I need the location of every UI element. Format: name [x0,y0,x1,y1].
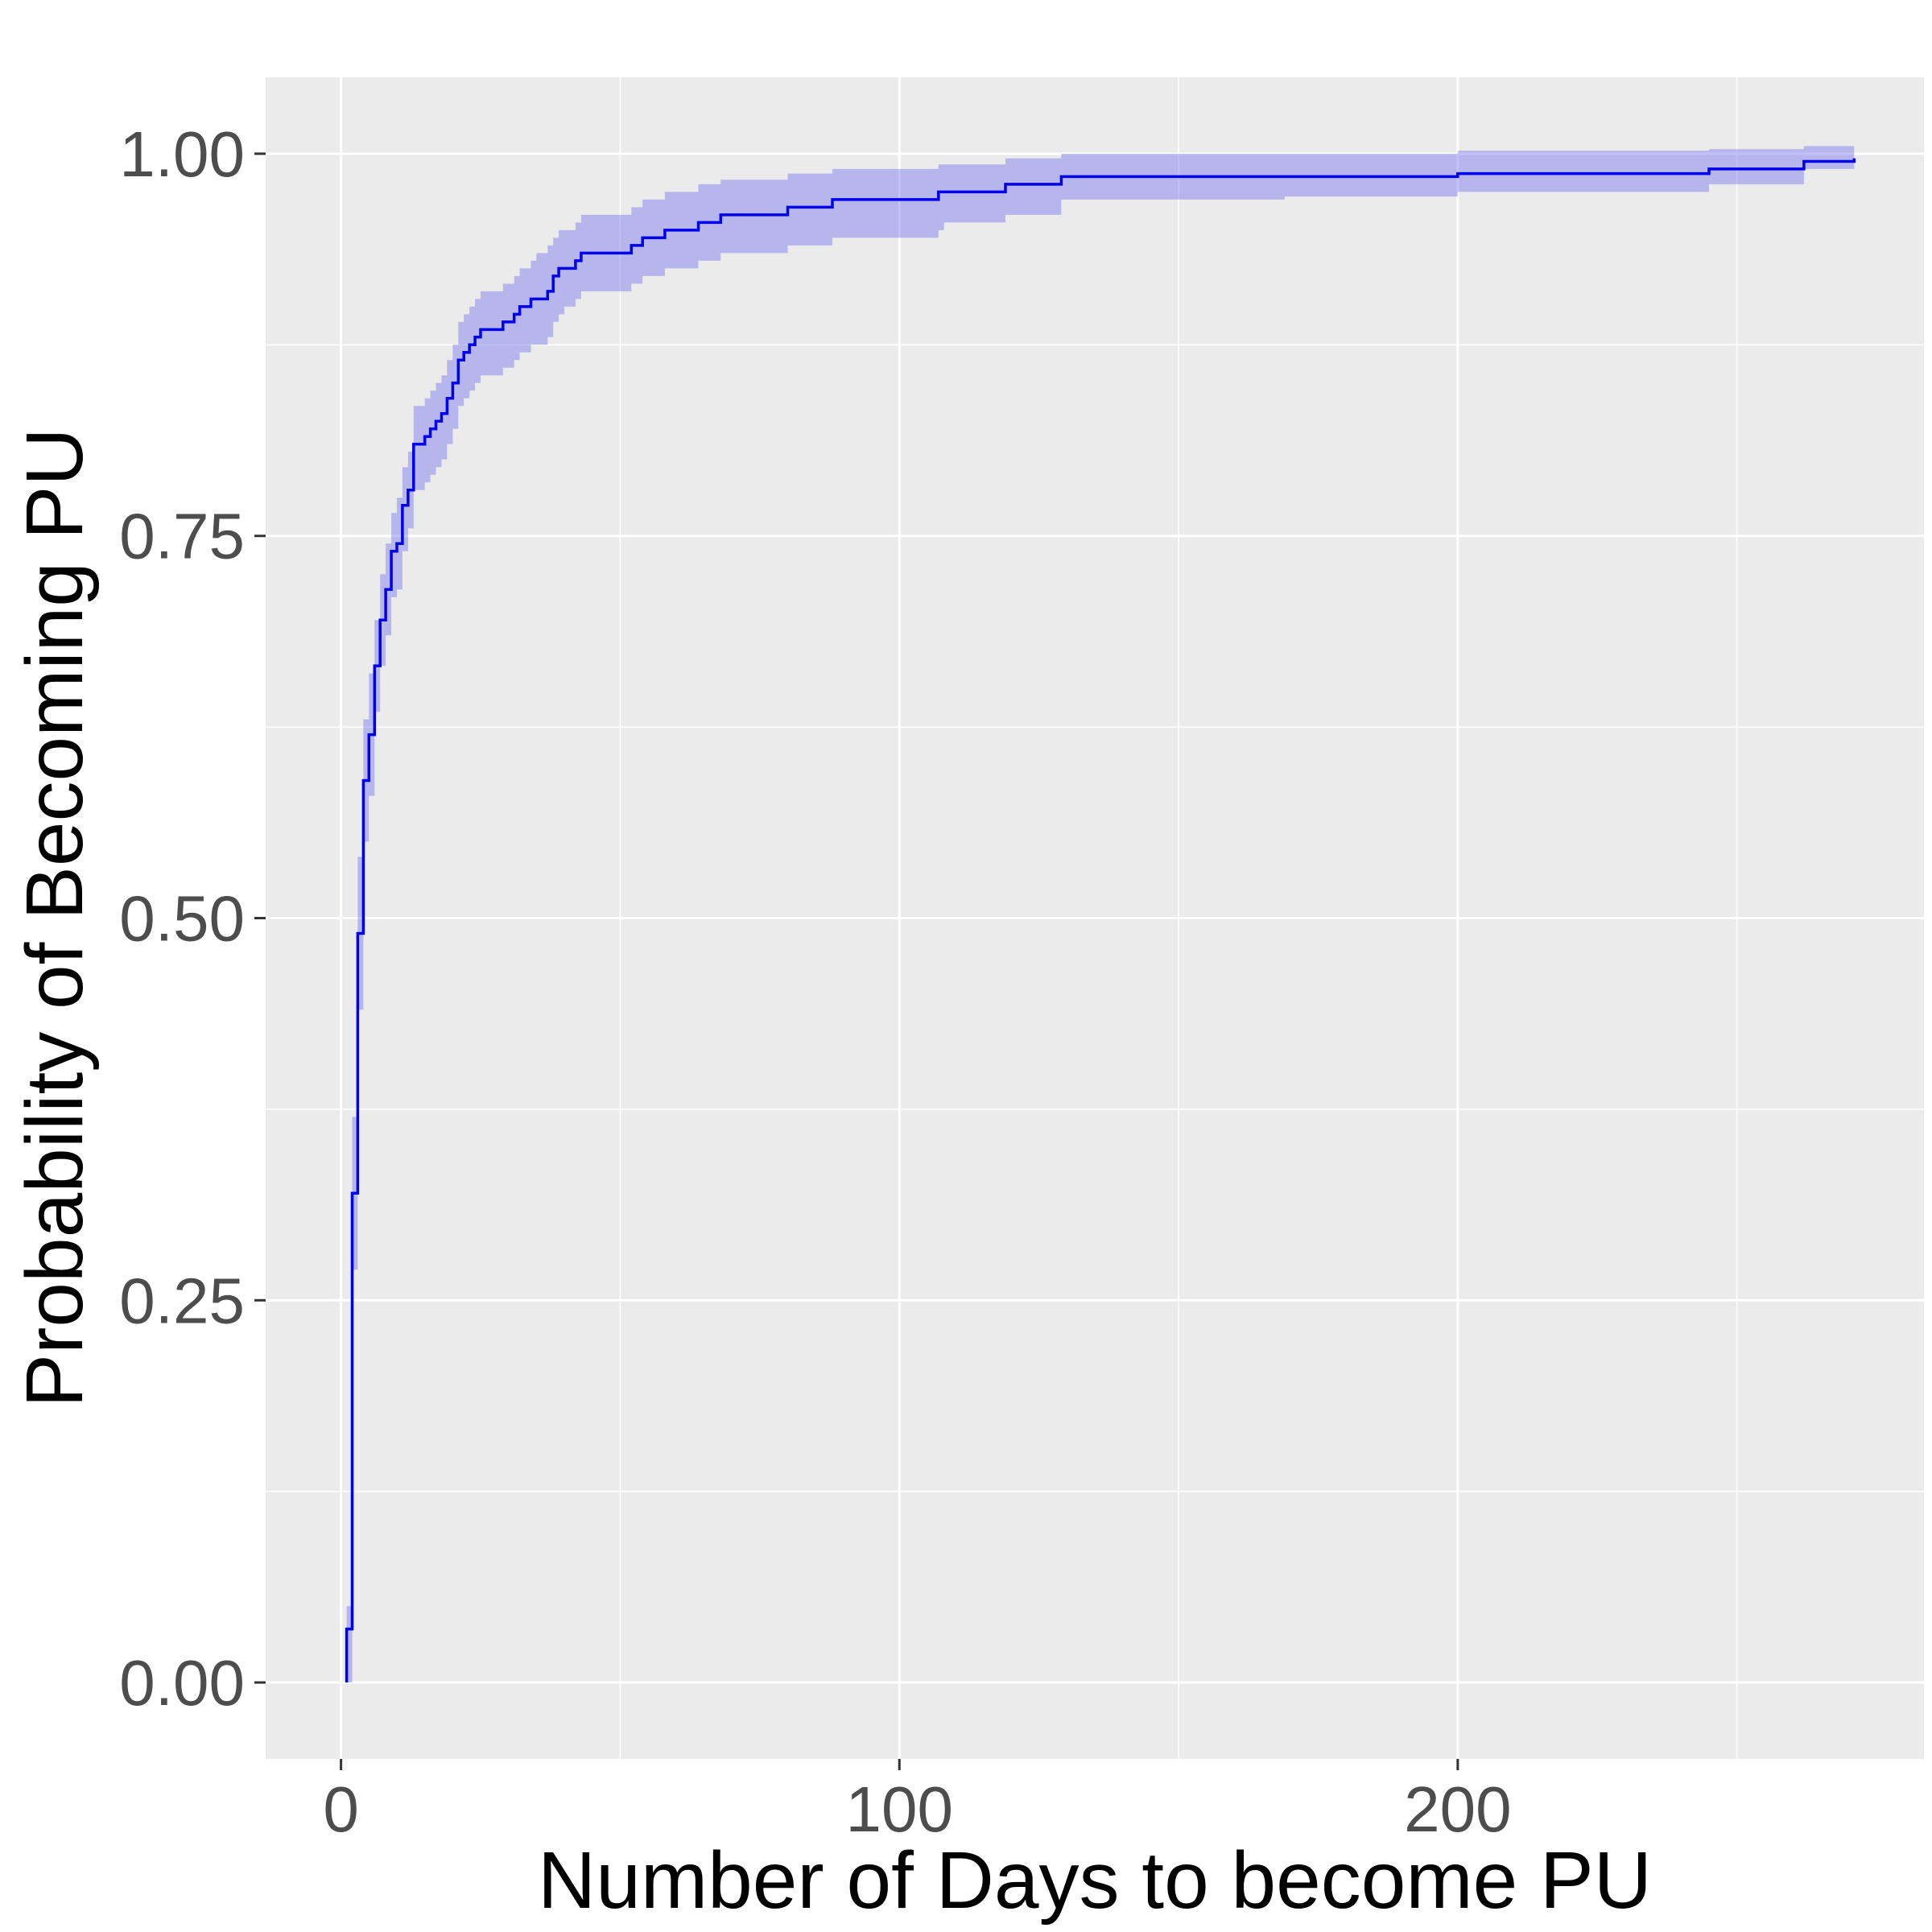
x-tick-label: 100 [845,1773,952,1845]
y-tick-label: 0.50 [119,883,245,955]
x-tick-label: 200 [1404,1773,1511,1845]
estimate-line [345,158,1856,1682]
x-axis: 0 100 200 [323,1759,1512,1845]
x-tick-label: 0 [323,1773,359,1845]
y-tick-label: 0.00 [119,1647,245,1719]
y-tick-label: 0.75 [119,501,245,572]
y-tick-label: 1.00 [119,118,245,190]
major-gridlines [266,77,1924,1759]
confidence-band-area [346,146,1855,1682]
confidence-band [346,146,1855,1682]
y-tick-label: 0.25 [119,1265,245,1336]
x-axis-title: Number of Days to become PU [538,1835,1652,1926]
survival-step-line [345,158,1856,1682]
y-axis: 0.00 0.25 0.50 0.75 1.00 [119,118,266,1719]
y-axis-title: Probability of Becoming PU [10,427,100,1407]
